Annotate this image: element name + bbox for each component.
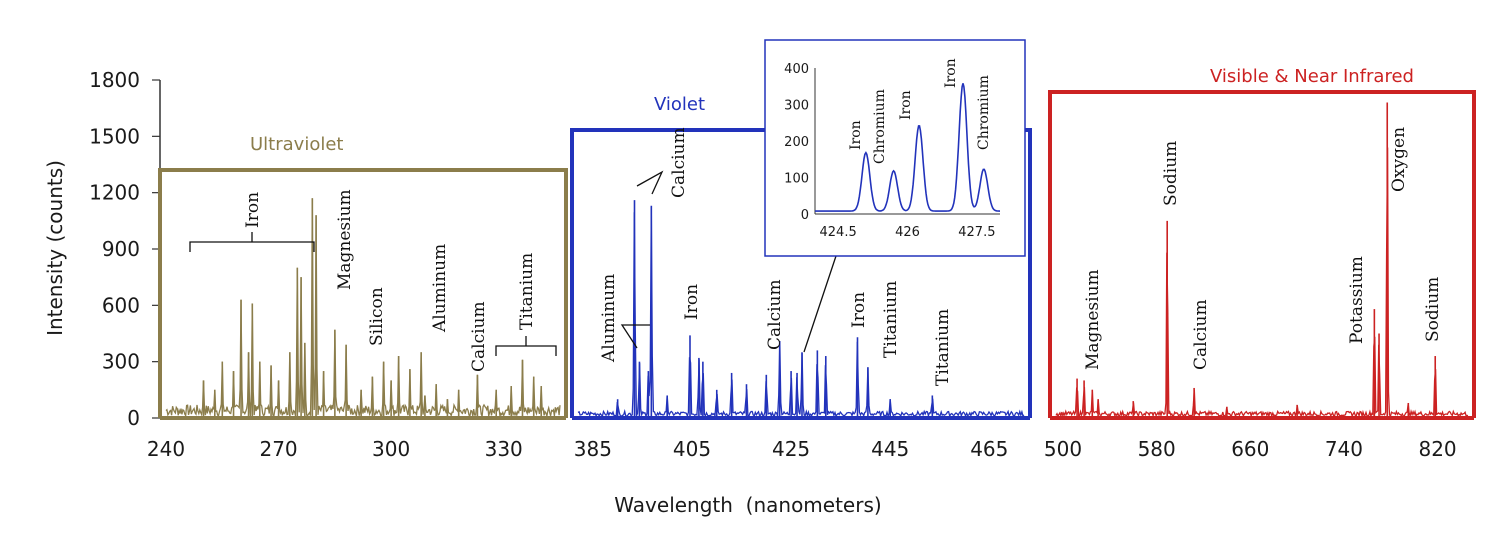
- inset-y-tick-label: 0: [801, 208, 809, 223]
- annotation-magnesium-vis: Magnesium: [1083, 269, 1103, 370]
- violet-annotations: Aluminum Calcium Iron Calcium Iron Titan…: [599, 127, 953, 386]
- x-tick-label: 425: [772, 437, 810, 461]
- inset-chart: 0 100 200 300 400 424.5 426 427.5 Iron Chromium…: [764, 39, 1026, 257]
- calcium-pointer: [636, 170, 664, 195]
- y-tick-label: 600: [102, 293, 140, 317]
- annotation-sodium-vis-1: Sodium: [1161, 141, 1181, 206]
- x-tick-label: 240: [147, 437, 185, 461]
- inset-y-tick-label: 300: [784, 99, 809, 114]
- x-tick-label: 270: [259, 437, 297, 461]
- annotation-calcium-violet-1: Calcium: [669, 127, 689, 198]
- annotation-iron: Iron: [243, 192, 263, 228]
- annotation-sodium-vis-2: Sodium: [1423, 277, 1443, 342]
- annotation-aluminum-violet: Aluminum: [599, 274, 619, 363]
- inset-y-tick-label: 200: [784, 135, 809, 150]
- inset-y-tick-label: 100: [784, 172, 809, 187]
- y-tick-label: 1800: [89, 68, 140, 92]
- y-tick-label: 1500: [89, 124, 140, 148]
- x-tick-label: 330: [485, 437, 523, 461]
- spectrum-line: [165, 198, 561, 419]
- inset-annotation-iron-1: Iron: [848, 120, 864, 150]
- spectrum-panels: Ultraviolet 240 270 300 330 Violet 385 405 425 44…: [147, 66, 1476, 461]
- inset-annotation-chromium-1: Chromium: [872, 89, 888, 164]
- inset-x-tick-label: 427.5: [958, 225, 995, 240]
- visible-annotations: Magnesium Sodium Calcium Potassium Oxyge…: [1083, 127, 1443, 370]
- annotation-silicon: Silicon: [367, 287, 387, 346]
- annotation-magnesium: Magnesium: [335, 189, 355, 290]
- inset-annotation-chromium-2: Chromium: [976, 75, 992, 150]
- annotation-calcium-violet-2: Calcium: [765, 279, 785, 350]
- inset-x-tick-label: 426: [895, 225, 920, 240]
- x-tick-label: 405: [673, 437, 711, 461]
- annotation-iron-violet-1: Iron: [682, 284, 702, 320]
- titanium-bracket: [495, 336, 557, 356]
- inset-y-tick-label: 400: [784, 62, 809, 77]
- annotation-iron-violet-2: Iron: [849, 292, 869, 328]
- inset-spectrum-line: [815, 83, 1000, 212]
- inset-annotation-iron-3: Iron: [943, 58, 959, 88]
- x-tick-label: 465: [970, 437, 1008, 461]
- x-tick-label: 500: [1044, 437, 1082, 461]
- x-tick-label: 300: [372, 437, 410, 461]
- panel-2: Violet 385 405 425 445 465: [570, 94, 1032, 461]
- panel-frame: [1048, 90, 1476, 418]
- panel-frame: [158, 168, 568, 418]
- y-axis-ticks: 0 300 600 900 1200 1500 1800: [89, 68, 160, 430]
- ultraviolet-annotations: Iron Magnesium Silicon Aluminum Calcium …: [189, 189, 557, 372]
- panel-title: Violet: [654, 94, 705, 115]
- panel-1: Ultraviolet 240 270 300 330: [147, 134, 568, 461]
- aluminum-pointer: [620, 324, 650, 349]
- x-tick-label: 660: [1231, 437, 1269, 461]
- panel-title: Ultraviolet: [250, 134, 343, 155]
- x-tick-label: 580: [1138, 437, 1176, 461]
- iron-bracket: [189, 232, 315, 252]
- panel-3: Visible & Near Infrared 500 580 660 740 820: [1044, 66, 1476, 461]
- y-tick-label: 900: [102, 237, 140, 261]
- inset-frame: [764, 39, 1026, 257]
- annotation-potassium: Potassium: [1347, 256, 1367, 344]
- annotation-titanium-uv: Titanium: [517, 253, 537, 330]
- inset-ticks: 0 100 200 300 400 424.5 426 427.5: [784, 62, 995, 240]
- annotation-titanium-violet-1: Titanium: [881, 281, 901, 358]
- x-tick-label: 385: [574, 437, 612, 461]
- inset-annotation-iron-2: Iron: [898, 90, 914, 120]
- x-axis-label: Wavelength (nanometers): [614, 493, 881, 517]
- y-tick-label: 1200: [89, 181, 140, 205]
- x-tick-label: 740: [1325, 437, 1363, 461]
- panel-title: Visible & Near Infrared: [1210, 66, 1414, 87]
- x-tick-label: 445: [871, 437, 909, 461]
- annotation-calcium-vis: Calcium: [1191, 299, 1211, 370]
- annotation-calcium-uv: Calcium: [469, 301, 489, 372]
- inset-x-tick-label: 424.5: [820, 225, 857, 240]
- y-axis-label: Intensity (counts): [43, 160, 67, 336]
- x-tick-label: 820: [1418, 437, 1456, 461]
- annotation-oxygen: Oxygen: [1389, 127, 1409, 192]
- y-tick-label: 300: [102, 350, 140, 374]
- annotation-aluminum: Aluminum: [430, 244, 450, 333]
- y-tick-label: 0: [127, 406, 140, 430]
- annotation-titanium-violet-2: Titanium: [933, 309, 953, 386]
- inset-connector: [803, 255, 837, 353]
- spectrum-line: [1055, 147, 1469, 419]
